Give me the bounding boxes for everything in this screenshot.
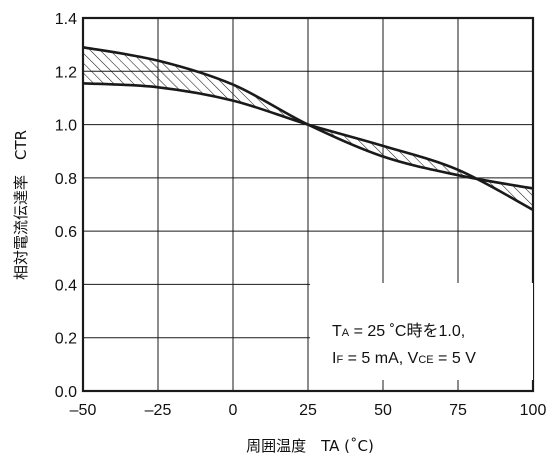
x-tick-labels: –50 –25 0 25 50 75 100 [70,402,547,419]
ctr-range-band [83,47,533,210]
y-tick-label: 1.4 [55,11,77,28]
plot-frame [81,16,535,393]
y-tick-labels: 0.0 0.2 0.4 0.6 0.8 1.0 1.2 1.4 [55,11,77,401]
annotation-line-1: TA = 25 ˚C時を1.0, [332,322,465,340]
y-tick-label: 1.0 [55,118,77,135]
y-axis-label: 相対電流伝達率 CTR [12,130,30,280]
y-tick-label: 1.2 [55,64,77,81]
x-tick-label: 100 [520,402,547,419]
x-tick-label: 50 [374,402,392,419]
y-tick-label: 0.0 [55,384,77,401]
y-tick-label: 0.2 [55,331,77,348]
annotation-line-2: IF = 5 mA, VCE = 5 V [332,350,476,367]
x-axis-label: 周囲温度 TA (˚C) [246,437,374,455]
x-tick-label: 0 [229,402,238,419]
y-tick-label: 0.4 [55,277,77,294]
x-tick-label: 25 [299,402,317,419]
x-tick-label: –25 [145,402,172,419]
series-line-lower [82,81,534,211]
y-tick-label: 0.8 [55,171,77,188]
annotation-box [310,283,533,380]
x-tick-label: –50 [70,402,97,419]
x-tick-label: 75 [449,402,467,419]
y-tick-label: 0.6 [55,224,77,241]
